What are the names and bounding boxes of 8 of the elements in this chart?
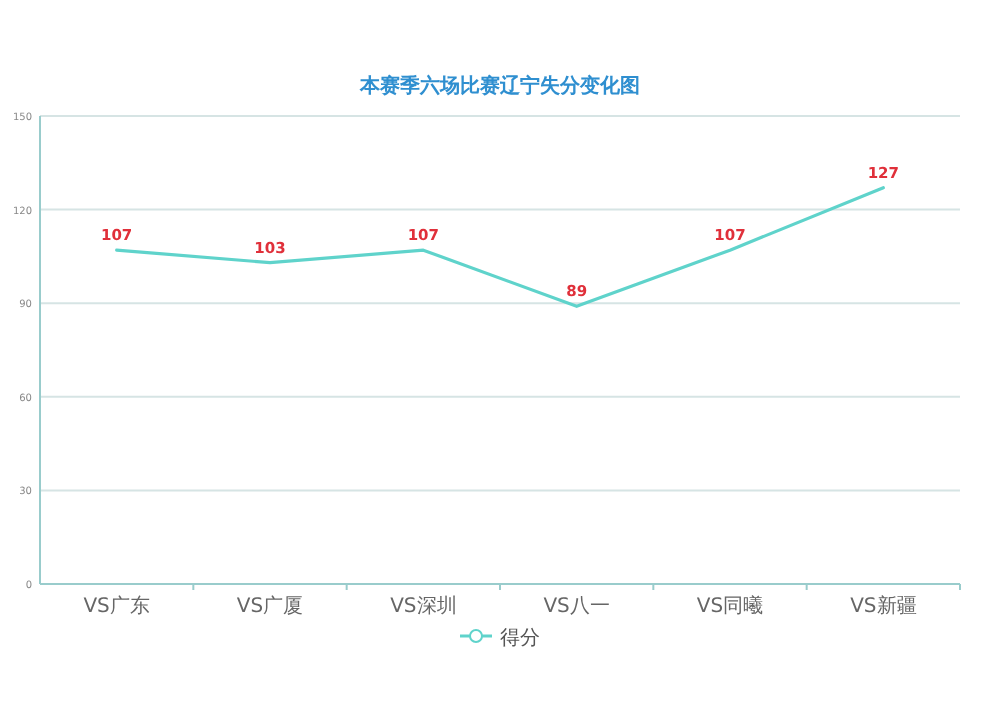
x-tick-label: VS新疆 — [850, 594, 917, 618]
legend-label: 得分 — [500, 626, 540, 650]
x-tick-label: VS深圳 — [390, 594, 457, 618]
x-tick-label: VS同曦 — [696, 594, 764, 618]
x-tick-label: VS广厦 — [236, 594, 304, 618]
x-tick-label: VS八一 — [543, 596, 610, 618]
x-tick-label: VS广东 — [83, 594, 150, 618]
chart-title: 本赛季六场比赛辽宁失分变化图 — [358, 74, 640, 98]
